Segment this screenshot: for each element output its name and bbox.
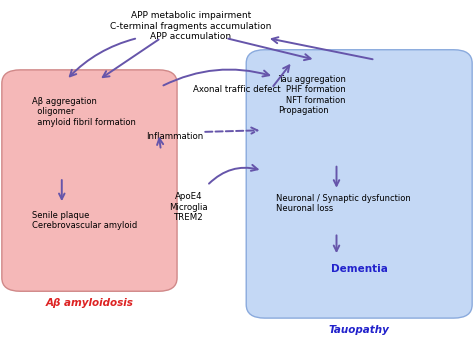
Text: Aβ amyloidosis: Aβ amyloidosis xyxy=(46,298,133,308)
Text: Senile plaque
Cerebrovascular amyloid: Senile plaque Cerebrovascular amyloid xyxy=(32,211,137,230)
Text: Tau aggregation
   PHF formation
   NFT formation
Propagation: Tau aggregation PHF formation NFT format… xyxy=(279,75,346,115)
Text: Tauopathy: Tauopathy xyxy=(329,325,390,335)
Text: Inflammation: Inflammation xyxy=(146,132,203,141)
Text: Neuronal / Synaptic dysfunction
Neuronal loss: Neuronal / Synaptic dysfunction Neuronal… xyxy=(276,194,411,213)
Text: Axonal traffic defect: Axonal traffic defect xyxy=(193,85,281,94)
Text: Aβ aggregation
  oligomer
  amyloid fibril formation: Aβ aggregation oligomer amyloid fibril f… xyxy=(32,97,136,127)
Text: APP metabolic impairment
C-terminal fragments accumulation
APP accumulation: APP metabolic impairment C-terminal frag… xyxy=(110,11,272,41)
FancyBboxPatch shape xyxy=(2,70,177,291)
FancyBboxPatch shape xyxy=(246,50,472,318)
Text: Dementia: Dementia xyxy=(331,264,388,275)
Text: ApoE4
Microglia
TREM2: ApoE4 Microglia TREM2 xyxy=(169,192,208,222)
